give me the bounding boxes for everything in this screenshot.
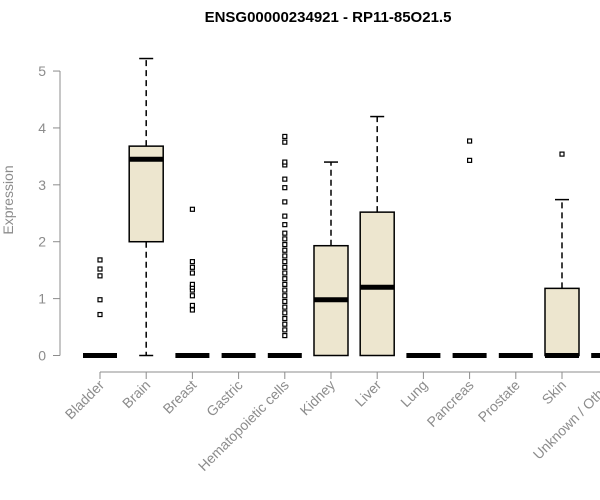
box-group bbox=[128, 57, 164, 357]
x-tick-label: Pancreas bbox=[424, 377, 477, 430]
iqr-box bbox=[128, 145, 164, 243]
outlier-point bbox=[282, 276, 288, 282]
box-group bbox=[175, 206, 210, 358]
outlier-point bbox=[282, 310, 288, 316]
outlier-point bbox=[282, 222, 288, 228]
box-group bbox=[544, 151, 580, 358]
box-group bbox=[359, 115, 395, 357]
outlier-point bbox=[282, 270, 288, 276]
iqr-box bbox=[544, 287, 580, 357]
x-tick-label: Kidney bbox=[297, 377, 339, 419]
outlier-point bbox=[189, 270, 195, 276]
outlier-point bbox=[282, 241, 288, 248]
x-tick-label: Prostate bbox=[475, 377, 523, 425]
y-tick-label: 1 bbox=[38, 291, 46, 307]
box-group bbox=[267, 133, 302, 358]
outlier-point bbox=[559, 151, 565, 157]
y-axis-label: Expression bbox=[0, 165, 16, 234]
x-tick-label: Gastric bbox=[203, 377, 246, 420]
x-tick-label: Brain bbox=[119, 377, 153, 411]
outlier-point bbox=[189, 264, 195, 270]
outlier-point bbox=[467, 138, 473, 144]
outlier-point bbox=[282, 293, 288, 299]
outlier-point bbox=[282, 133, 288, 140]
outlier-point bbox=[282, 253, 288, 259]
outlier-point bbox=[467, 157, 473, 163]
outlier-point bbox=[97, 266, 103, 272]
x-tick-label: Liver bbox=[352, 377, 385, 410]
outlier-point bbox=[282, 332, 288, 339]
outlier-point bbox=[189, 293, 195, 299]
outlier-point bbox=[282, 213, 288, 219]
outlier-point bbox=[282, 259, 288, 265]
outlier-point bbox=[282, 315, 288, 322]
chart-title: ENSG00000234921 - RP11-85O21.5 bbox=[205, 9, 452, 26]
outlier-point bbox=[189, 307, 195, 313]
y-tick-label: 5 bbox=[38, 63, 46, 79]
outlier-point bbox=[282, 264, 288, 270]
outlier-point bbox=[282, 185, 288, 191]
outlier-point bbox=[282, 304, 288, 310]
box-group bbox=[313, 161, 349, 357]
x-tick-label: Skin bbox=[539, 377, 570, 408]
outlier-point bbox=[282, 321, 288, 327]
outlier-point bbox=[189, 302, 195, 309]
box-group bbox=[452, 138, 487, 358]
outlier-point bbox=[97, 257, 103, 263]
y-tick-label: 2 bbox=[38, 234, 46, 250]
outlier-point bbox=[282, 327, 288, 333]
outlier-point bbox=[282, 236, 288, 242]
outlier-point bbox=[97, 273, 103, 279]
outlier-point bbox=[282, 230, 288, 236]
y-tick-label: 4 bbox=[38, 120, 46, 136]
outlier-point bbox=[282, 287, 288, 293]
outlier-point bbox=[282, 159, 288, 165]
box-group bbox=[83, 257, 117, 358]
outlier-point bbox=[282, 199, 288, 205]
y-axis: 0 1 2 3 4 5 bbox=[38, 63, 61, 364]
y-tick-label: 3 bbox=[38, 177, 46, 193]
iqr-box bbox=[359, 211, 395, 357]
plot-area bbox=[83, 57, 600, 358]
box-group bbox=[591, 353, 600, 358]
x-tick-label: Lung bbox=[397, 377, 430, 410]
outlier-point bbox=[97, 297, 103, 303]
outlier-point bbox=[282, 247, 288, 253]
y-tick-label: 0 bbox=[38, 348, 46, 364]
x-tick-label: Hematopoietic cells bbox=[195, 377, 292, 474]
outlier-point bbox=[189, 281, 195, 287]
outlier-point bbox=[97, 311, 103, 318]
outlier-point bbox=[282, 139, 288, 145]
x-tick-label: Bladder bbox=[62, 377, 108, 423]
outlier-point bbox=[189, 259, 195, 265]
outlier-point bbox=[282, 281, 288, 287]
outlier-point bbox=[282, 176, 288, 182]
x-tick-label: Breast bbox=[160, 377, 200, 417]
outlier-point bbox=[282, 298, 288, 305]
outlier-point bbox=[189, 206, 195, 212]
